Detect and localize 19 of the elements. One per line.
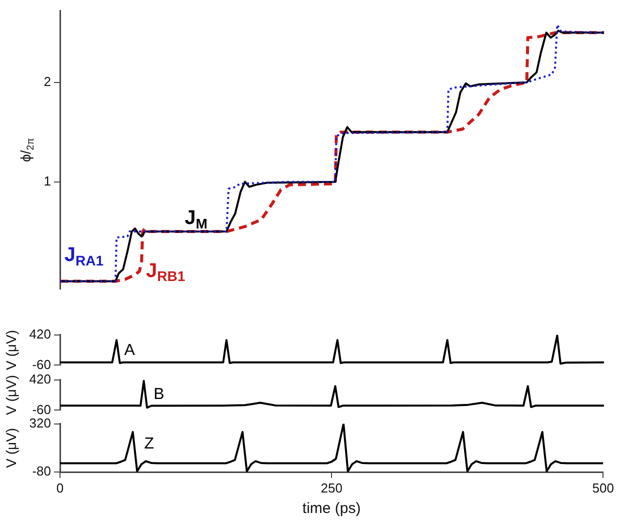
y-axis-title: V (μV) <box>3 330 20 370</box>
y-tick-label: -60 <box>32 356 51 372</box>
y-tick-label: 420 <box>29 371 51 386</box>
series-label: A <box>124 342 136 360</box>
x-axis-title: time (ps) <box>302 500 361 518</box>
series-label: Z <box>144 436 154 453</box>
y-axis-title: ϕ/2π <box>18 138 37 162</box>
y-tick-label: 1 <box>44 173 51 188</box>
y-tick-label: 320 <box>29 415 51 430</box>
series-label: B <box>154 386 164 403</box>
y-tick-label: 2 <box>44 74 51 89</box>
x-tick-label: 500 <box>592 480 614 496</box>
x-tick-label: 0 <box>56 480 64 496</box>
y-axis-title: V (μV) <box>3 428 20 468</box>
x-tick-label: 250 <box>320 480 342 496</box>
y-tick-label: -60 <box>32 402 51 417</box>
y-tick-label: 420 <box>29 326 51 342</box>
y-tick-label: -80 <box>32 464 51 479</box>
y-axis-title: V (μV) <box>3 375 20 415</box>
